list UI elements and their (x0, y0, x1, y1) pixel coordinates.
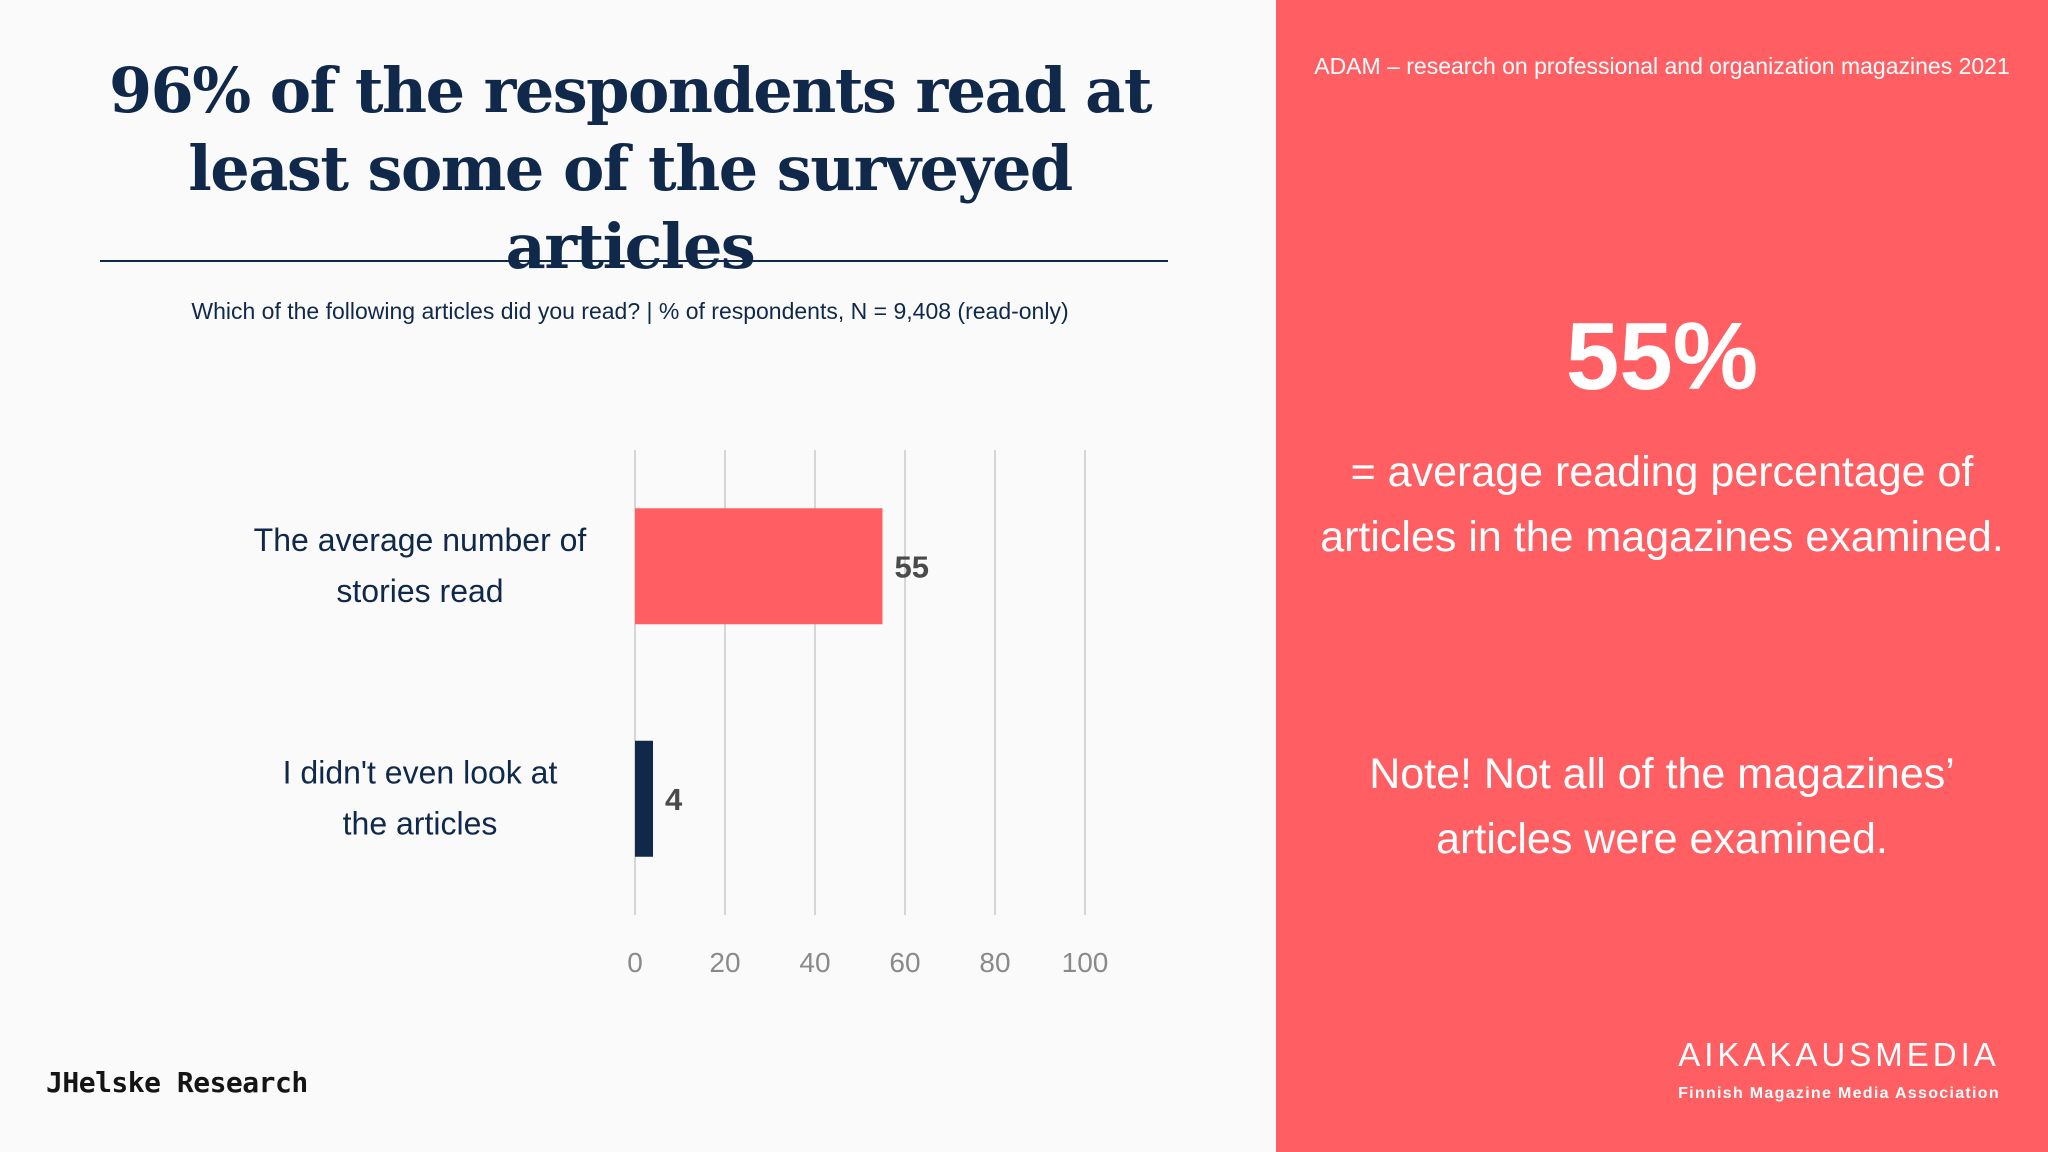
x-tick-label: 20 (709, 947, 740, 978)
x-tick-label: 60 (889, 947, 920, 978)
key-statistic: 55% (1565, 303, 1759, 410)
category-label: I didn't even look at the articles (283, 754, 558, 841)
aikakausmedia-tagline: Finnish Magazine Media Association (1678, 1085, 2000, 1102)
data-label: 55 (895, 549, 929, 584)
chart-panel: 96% of the respondents read at least som… (46, 54, 1168, 1099)
highlight-panel: ADAM – research on professional and orga… (1276, 0, 2048, 1152)
title-divider (100, 260, 1168, 262)
note-text: Note! Not all of the magazines’ articles… (1369, 750, 1955, 863)
chart-subtitle: Which of the following articles did you … (191, 298, 1069, 324)
x-tick-label: 40 (799, 947, 830, 978)
x-tick-label: 0 (627, 947, 643, 978)
bar (635, 740, 653, 857)
statistic-description: = average reading percentage of articles… (1320, 448, 2004, 561)
jhelske-research-logo: JHelske Research (46, 1066, 308, 1099)
study-source: ADAM – research on professional and orga… (1314, 53, 2010, 79)
slide-title: 96% of the respondents read at least som… (109, 54, 1152, 283)
data-label: 4 (665, 782, 683, 817)
aikakausmedia-logo: AIKAKAUSMEDIA (1678, 1036, 2000, 1073)
bar-chart: 0 20 40 60 80 100 55 The average number of stori… (254, 450, 1109, 978)
x-tick-label: 100 (1062, 947, 1109, 978)
bar (635, 508, 883, 625)
x-tick-label: 80 (979, 947, 1010, 978)
category-label: The average number of stories read (254, 522, 587, 609)
